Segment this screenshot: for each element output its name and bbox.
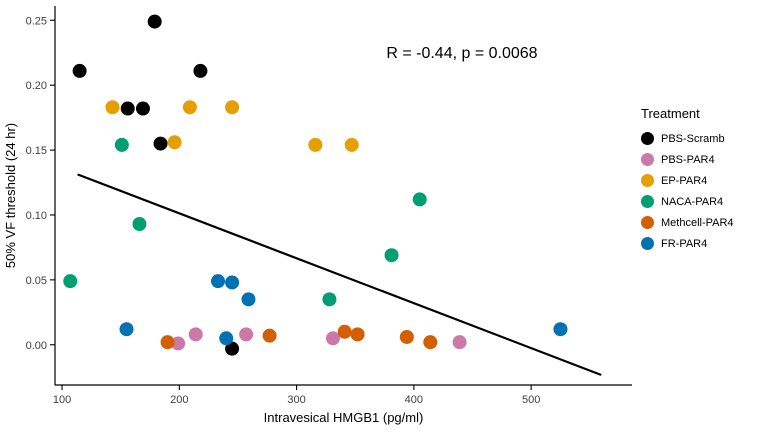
data-point	[553, 322, 568, 337]
regression-line	[77, 173, 602, 376]
legend-key-dot	[641, 153, 654, 166]
data-point	[325, 331, 340, 346]
data-point	[188, 327, 203, 342]
data-point	[120, 101, 135, 116]
data-point	[171, 336, 186, 351]
y-axis-title: 50% VF threshold (24 hr)	[3, 123, 18, 268]
x-tick-label: 400	[405, 394, 423, 406]
legend-item-label: NACA-PAR4	[661, 195, 724, 208]
legend-item-methcell-par4: Methcell-PAR4	[641, 216, 734, 229]
legend-item-pbs-scramb: PBS-Scramb	[641, 132, 734, 145]
data-point	[119, 322, 134, 337]
legend-item-label: PBS-Scramb	[661, 132, 725, 145]
y-tick-label: 0.05	[26, 275, 47, 287]
data-point	[384, 248, 399, 263]
data-point	[225, 275, 240, 290]
legend-key-dot	[641, 132, 654, 145]
y-tick-label: 0.20	[26, 80, 47, 92]
legend-key-dot	[641, 216, 654, 229]
data-point	[63, 274, 78, 289]
data-point	[193, 63, 208, 78]
data-point	[225, 341, 240, 356]
data-point	[114, 137, 129, 152]
legend-key-dot	[641, 237, 654, 250]
data-point	[262, 328, 277, 343]
x-tick-label: 300	[287, 394, 305, 406]
legend-key-dot	[641, 195, 654, 208]
data-point	[322, 292, 337, 307]
correlation-annotation: R = -0.44, p = 0.0068	[386, 45, 537, 62]
y-tick-label: 0.15	[26, 145, 47, 157]
chart-canvas: 100 200 300 400 500 0.00 0.05 0.10 0.15 0.20 0.25 I…	[3, 6, 632, 425]
legend-title: Treatment	[641, 106, 700, 121]
data-point	[241, 292, 256, 307]
x-axis-title: Intravesical HMGB1 (pg/ml)	[264, 410, 424, 425]
data-point	[452, 335, 467, 350]
data-point	[211, 274, 226, 289]
data-point	[337, 324, 352, 339]
y-tick-label: 0.00	[26, 340, 47, 352]
data-point	[239, 327, 254, 342]
data-point	[423, 335, 438, 350]
data-point	[182, 100, 197, 115]
legend-item-label: EP-PAR4	[661, 174, 708, 187]
data-point	[308, 137, 323, 152]
data-point	[399, 329, 414, 344]
data-point	[167, 135, 182, 150]
data-point	[219, 331, 234, 346]
x-tick-label: 100	[53, 394, 71, 406]
data-point	[147, 14, 162, 29]
data-point	[135, 101, 150, 116]
legend-item-pbs-par4: PBS-PAR4	[641, 153, 734, 166]
legend-item-label: Methcell-PAR4	[661, 216, 734, 229]
data-point	[153, 136, 168, 151]
data-point	[132, 217, 147, 232]
data-point	[160, 335, 175, 350]
legend-item-label: FR-PAR4	[661, 237, 708, 250]
data-point	[72, 63, 87, 78]
x-tick-label: 200	[170, 394, 188, 406]
legend-key-dot	[641, 174, 654, 187]
legend-item-label: PBS-PAR4	[661, 153, 715, 166]
data-point	[105, 100, 120, 115]
data-point	[225, 100, 240, 115]
legend-item-naca-par4: NACA-PAR4	[641, 195, 734, 208]
treatment-legend: Treatment PBS-Scramb PBS-PAR4 EP-PAR4 NACA-…	[641, 106, 734, 258]
legend-items: PBS-Scramb PBS-PAR4 EP-PAR4 NACA-PAR4 Methce…	[641, 132, 734, 250]
x-tick-label: 500	[522, 394, 540, 406]
legend-item-fr-par4: FR-PAR4	[641, 237, 734, 250]
data-point	[344, 137, 359, 152]
y-tick-label: 0.25	[26, 15, 47, 27]
data-point	[412, 192, 427, 207]
data-point	[350, 327, 365, 342]
y-tick-label: 0.10	[26, 210, 47, 222]
legend-item-ep-par4: EP-PAR4	[641, 174, 734, 187]
